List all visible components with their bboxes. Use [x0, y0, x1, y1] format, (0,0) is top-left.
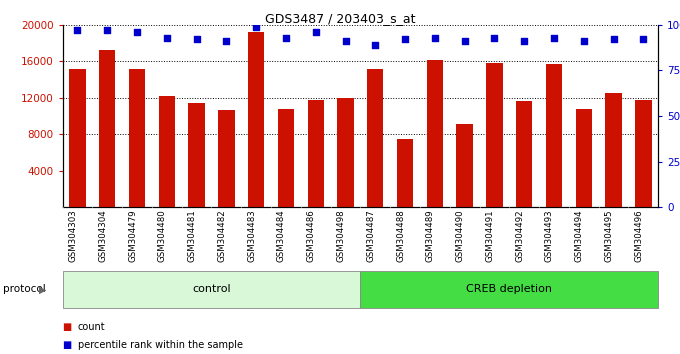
Text: GSM304496: GSM304496 — [634, 209, 643, 262]
Point — [340, 38, 351, 44]
Point — [549, 35, 560, 40]
Point — [459, 38, 470, 44]
Text: GSM304481: GSM304481 — [188, 209, 197, 262]
Point — [608, 36, 619, 42]
Point — [221, 38, 232, 44]
Bar — [360, 271, 658, 308]
Bar — [397, 139, 413, 207]
Bar — [337, 98, 354, 207]
Point — [132, 29, 143, 35]
Bar — [277, 109, 294, 207]
Text: GSM304488: GSM304488 — [396, 209, 405, 262]
Text: GSM304493: GSM304493 — [545, 209, 554, 262]
Text: GSM304490: GSM304490 — [456, 209, 464, 262]
Text: GSM304492: GSM304492 — [515, 209, 524, 262]
Text: GSM304494: GSM304494 — [575, 209, 584, 262]
Text: ▶: ▶ — [39, 284, 47, 295]
Bar — [426, 60, 443, 207]
Text: GSM304479: GSM304479 — [128, 209, 137, 262]
Text: CREB depletion: CREB depletion — [466, 284, 552, 295]
Point — [191, 36, 202, 42]
Point — [251, 24, 262, 29]
Text: GSM304489: GSM304489 — [426, 209, 435, 262]
Text: GDS3487 / 203403_s_at: GDS3487 / 203403_s_at — [265, 12, 415, 25]
Bar — [456, 124, 473, 207]
Text: GSM304498: GSM304498 — [337, 209, 345, 262]
Text: GSM304304: GSM304304 — [98, 209, 107, 262]
Point — [281, 35, 292, 40]
Bar — [605, 93, 622, 207]
Text: percentile rank within the sample: percentile rank within the sample — [78, 340, 243, 350]
Point — [400, 36, 411, 42]
Text: ■: ■ — [63, 340, 72, 350]
Text: count: count — [78, 322, 105, 332]
Bar — [367, 69, 384, 207]
Point — [370, 42, 381, 48]
Bar — [635, 99, 651, 207]
Text: GSM304483: GSM304483 — [247, 209, 256, 262]
Bar — [546, 64, 562, 207]
Point — [430, 35, 441, 40]
Bar — [218, 109, 235, 207]
Text: protocol: protocol — [3, 284, 46, 295]
Point — [161, 35, 172, 40]
Bar — [516, 101, 532, 207]
Point — [519, 38, 530, 44]
Point — [102, 27, 113, 33]
Bar — [486, 63, 503, 207]
Bar — [63, 271, 360, 308]
Bar — [188, 103, 205, 207]
Text: GSM304487: GSM304487 — [367, 209, 375, 262]
Text: GSM304491: GSM304491 — [486, 209, 494, 262]
Bar — [158, 96, 175, 207]
Bar — [248, 32, 265, 207]
Point — [579, 38, 590, 44]
Text: GSM304480: GSM304480 — [158, 209, 167, 262]
Text: GSM304482: GSM304482 — [218, 209, 226, 262]
Text: GSM304303: GSM304303 — [69, 209, 78, 262]
Bar — [99, 50, 116, 207]
Text: GSM304486: GSM304486 — [307, 209, 316, 262]
Point — [638, 36, 649, 42]
Point — [310, 29, 321, 35]
Bar — [575, 109, 592, 207]
Point — [72, 27, 83, 33]
Point — [489, 35, 500, 40]
Text: GSM304484: GSM304484 — [277, 209, 286, 262]
Text: control: control — [192, 284, 231, 295]
Bar — [307, 101, 324, 207]
Text: ■: ■ — [63, 322, 72, 332]
Text: GSM304495: GSM304495 — [605, 209, 613, 262]
Bar — [69, 69, 86, 207]
Bar — [129, 69, 146, 207]
